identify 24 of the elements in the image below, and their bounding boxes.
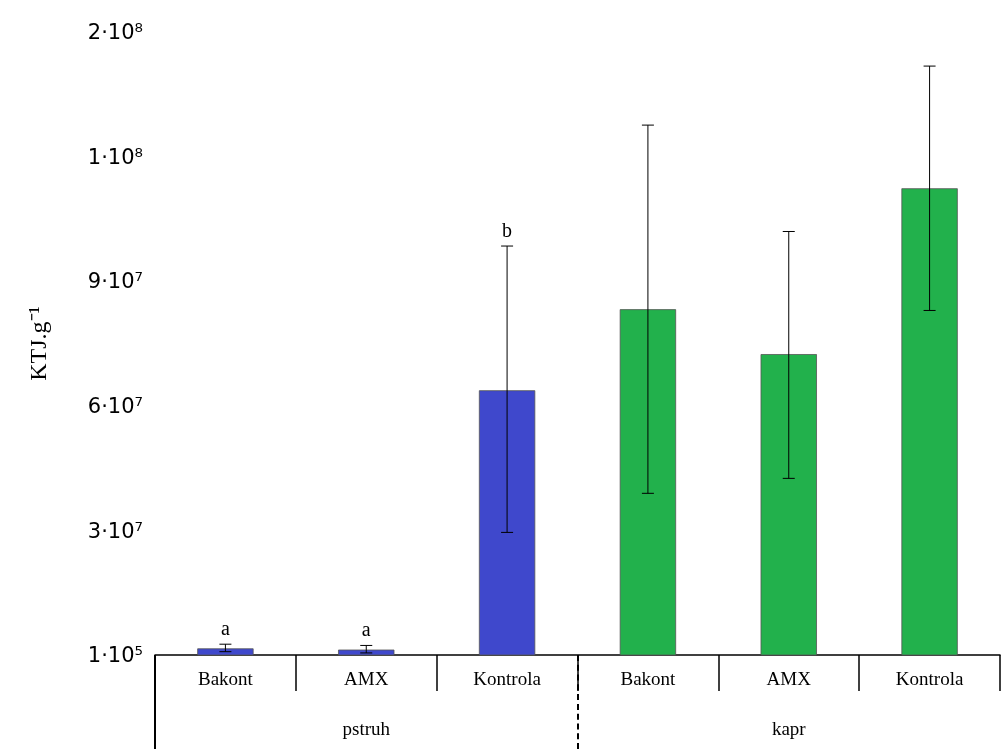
bar (760, 354, 817, 656)
annotation: b (502, 219, 513, 242)
bar (478, 390, 536, 656)
x-tick-label: AMX (344, 668, 389, 689)
x-tick-label: Kontrola (473, 668, 542, 689)
y-tick-label: 1·10⁸ (87, 144, 143, 169)
annotation: a (361, 618, 371, 641)
text: kapr (771, 717, 807, 739)
x-tick-label: Bakont (620, 668, 677, 689)
y-tick-label: 6·10⁷ (87, 394, 143, 419)
y-axis-title: KTJ.g⁻¹ (25, 306, 51, 381)
x-tick-label: AMX (766, 668, 812, 689)
bar (901, 188, 958, 656)
text: pstruh (342, 717, 391, 739)
x-tick-label: Bakont (197, 668, 254, 689)
x-tick-label: Kontrola (895, 668, 964, 689)
bar (619, 309, 677, 656)
annotation: a (220, 617, 230, 640)
bar (197, 648, 254, 656)
y-tick-label: 2·10⁸ (87, 20, 143, 44)
y-tick-label: 3·10⁷ (87, 518, 143, 543)
bar (338, 649, 395, 656)
y-tick-label: 9·10⁷ (87, 269, 143, 294)
y-tick-label: 1·10⁵ (87, 643, 143, 667)
